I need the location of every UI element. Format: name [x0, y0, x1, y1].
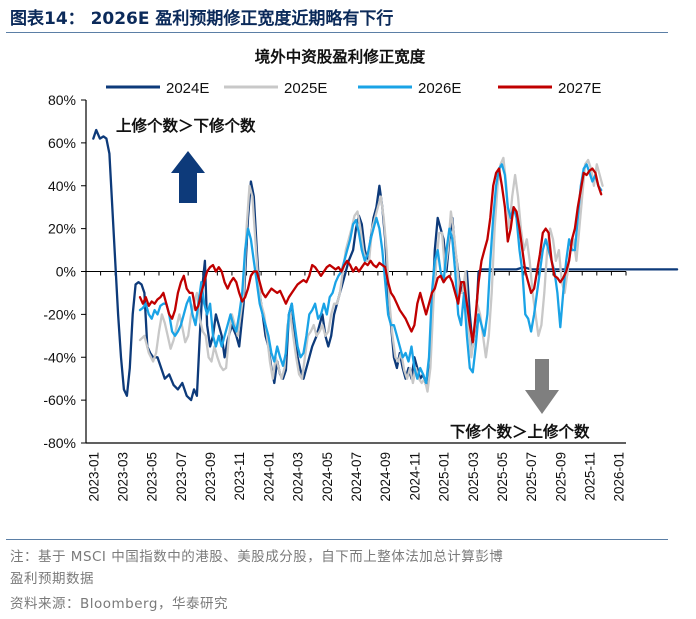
bottom-rule — [6, 539, 668, 540]
y-tick-label: 60% — [48, 135, 76, 151]
y-tick-label: 0% — [56, 264, 76, 280]
legend-item-2026e: 2026E — [358, 80, 461, 97]
x-tick-label: 2023-05 — [145, 452, 160, 502]
legend-item-2025e: 2025E — [224, 80, 327, 97]
x-tick-label: 2025-09 — [553, 452, 568, 502]
arrow-down-icon — [525, 359, 559, 414]
figure-title: 图表14： 2026E 盈利预期修正宽度近期略有下行 — [10, 9, 394, 29]
note-line-2: 盈利预期数据 — [10, 571, 94, 587]
x-tick-label: 2023-11 — [232, 452, 247, 501]
annotation-upgrades: 上修个数＞下修个数 — [116, 116, 256, 135]
legend-label: 2026E — [418, 80, 461, 97]
x-tick-label: 2024-07 — [349, 452, 364, 502]
direction-arrows — [171, 151, 559, 414]
y-tick-label: 20% — [48, 221, 76, 237]
x-tick-label: 2024-05 — [320, 452, 335, 502]
series-line-2026e — [138, 163, 603, 385]
x-tick-label: 2025-03 — [466, 452, 481, 502]
source-line: 资料来源：Bloomberg，华泰研究 — [10, 596, 228, 612]
legend-label: 2025E — [284, 80, 327, 97]
top-rule — [6, 32, 668, 33]
x-tick-label: 2023-01 — [86, 452, 101, 502]
series-lines — [92, 128, 679, 402]
x-tick-label: 2023-07 — [174, 452, 189, 502]
x-tick-label: 2024-03 — [291, 452, 306, 502]
note-line-1: 注：基于 MSCI 中国指数中的港股、美股成分股，自下而上整体法加总计算彭博 — [10, 549, 504, 565]
annotation-downgrades: 下修个数＞上修个数 — [450, 422, 590, 441]
y-tick-label: -40% — [43, 349, 76, 365]
x-tick-label: 2024-01 — [261, 452, 276, 502]
y-tick-label: -80% — [43, 435, 76, 451]
series-line-2027e — [138, 167, 603, 344]
x-tick-label: 2025-07 — [524, 452, 539, 502]
y-axis: 80% 60% 40% 20% 0% -20% -40% -60% -80% — [43, 92, 87, 451]
x-tick-label: 2024-11 — [407, 452, 422, 501]
y-tick-label: -20% — [43, 306, 76, 322]
x-tick-label: 2025-11 — [583, 452, 598, 501]
x-axis: 2023-01 2023-03 2023-05 2023-07 2023-09 2023-… — [85, 271, 627, 502]
legend: 2024E 2025E 2026E 2027E — [106, 80, 601, 97]
y-tick-label: 80% — [48, 92, 76, 108]
x-tick-label: 2024-09 — [378, 452, 393, 502]
y-tick-label: 40% — [48, 178, 76, 194]
y-tick-label: -60% — [43, 392, 76, 408]
chart-title: 境外中资股盈利修正宽度 — [255, 47, 426, 66]
series-line-2025e — [138, 156, 604, 393]
x-tick-label: 2026-01 — [612, 452, 627, 502]
x-tick-label: 2025-05 — [495, 452, 510, 502]
x-tick-label: 2023-09 — [203, 452, 218, 502]
legend-label: 2027E — [558, 80, 601, 97]
legend-item-2024e: 2024E — [106, 80, 209, 97]
x-tick-label: 2023-03 — [115, 452, 130, 502]
x-tick-label: 2025-01 — [437, 452, 452, 502]
arrow-up-icon — [171, 151, 205, 203]
legend-item-2027e: 2027E — [498, 80, 601, 97]
legend-label: 2024E — [166, 80, 209, 97]
line-chart: 境外中资股盈利修正宽度 2024E 2025E 2026E 2027E 80% 60% 4… — [43, 47, 679, 502]
